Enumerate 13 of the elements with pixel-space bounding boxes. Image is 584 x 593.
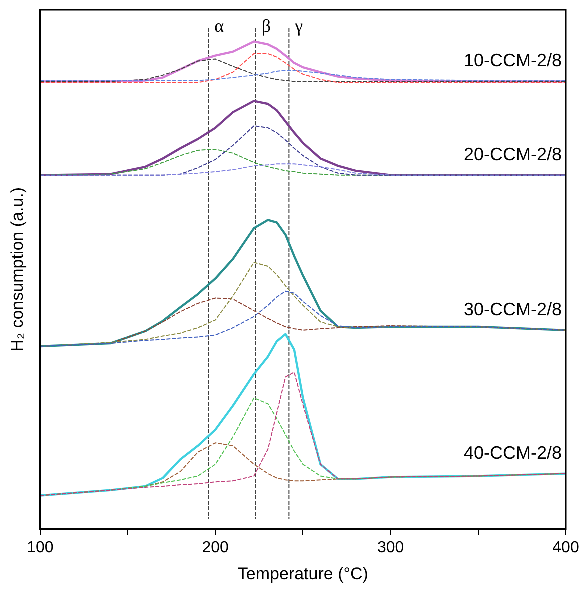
series-label: 20-CCM-2/8 [464,144,562,164]
x-tick-label: 300 [377,539,404,556]
ref-line-label: γ [294,16,304,36]
x-tick-label: 400 [552,539,580,556]
x-axis-title: Temperature (°C) [238,564,368,584]
y-axis-title: H₂ consumption (a.u.) [8,188,27,352]
series-label: 10-CCM-2/8 [464,50,562,71]
ref-line-label: α [214,16,225,36]
ref-line-label: β [262,16,272,36]
series-label: 40-CCM-2/8 [464,442,562,463]
x-tick-label: 100 [27,539,54,556]
x-tick-label: 200 [202,539,230,556]
series-label: 30-CCM-2/8 [464,299,562,320]
